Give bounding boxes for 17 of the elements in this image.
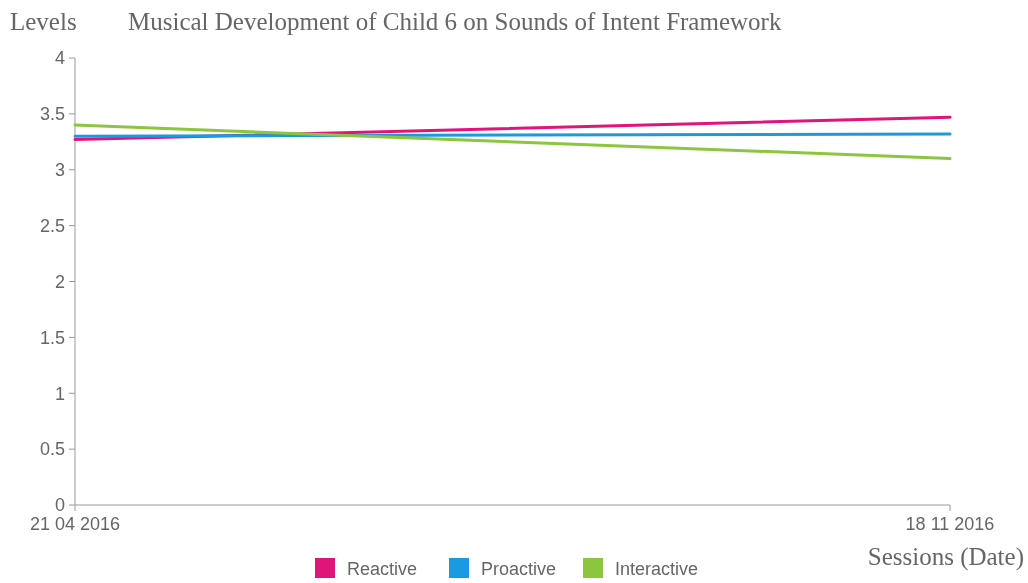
y-tick-label: 4 bbox=[54, 48, 65, 69]
legend-label: Proactive bbox=[481, 559, 557, 579]
y-tick-label: 3 bbox=[54, 160, 65, 181]
y-tick-label: 2.5 bbox=[39, 215, 65, 236]
y-tick-label: 0 bbox=[54, 495, 65, 516]
x-tick-label: 18 11 2016 bbox=[905, 514, 995, 534]
x-tick-label: 21 04 2016 bbox=[29, 514, 121, 534]
y-tick-label: 3.5 bbox=[39, 104, 65, 125]
chart-title: Musical Development of Child 6 on Sounds of Intent Framework bbox=[128, 8, 782, 35]
y-tick-label: 1.5 bbox=[39, 327, 65, 348]
y-tick-label: 2 bbox=[54, 271, 65, 292]
y-tick-label: 1 bbox=[54, 383, 65, 404]
x-axis-title: Sessions (Date) bbox=[867, 543, 1024, 571]
y-tick-label: 0.5 bbox=[39, 439, 65, 460]
legend-label: Reactive bbox=[347, 559, 418, 579]
y-axis-title: Levels bbox=[10, 8, 77, 35]
legend-label: Interactive bbox=[615, 559, 699, 579]
